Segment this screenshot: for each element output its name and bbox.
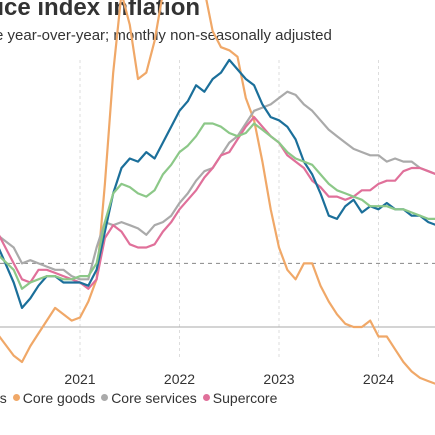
legend-label: Core services [111,390,197,406]
series-4-line [0,122,435,290]
legend-label: ns [0,390,7,406]
x-tick-label-2024: 2024 [363,371,394,387]
legend-swatch [101,394,109,401]
legend-item: Core goods [12,390,96,406]
x-tick-label-2021: 2021 [64,371,95,387]
x-tick-label-2023: 2023 [263,371,294,387]
legend-label: Core goods [22,390,96,406]
legend-item: Core services [101,390,197,406]
x-tick-label-2022: 2022 [164,371,195,387]
core-services-line [0,90,435,281]
legend-swatch [12,394,20,401]
legend-item: Supercore [202,390,278,406]
series-3-line [0,58,435,309]
legend-label: Supercore [212,390,278,406]
chart-subtitle: e year-over-year; monthly non-seasonally… [0,27,332,44]
legend-swatch [202,394,210,401]
chart-legend: ns Core goods Core services Supercore [0,390,283,406]
chart-title: rice index inflation [0,0,201,21]
core-goods-line [0,0,435,385]
legend-item: ns [0,390,7,406]
